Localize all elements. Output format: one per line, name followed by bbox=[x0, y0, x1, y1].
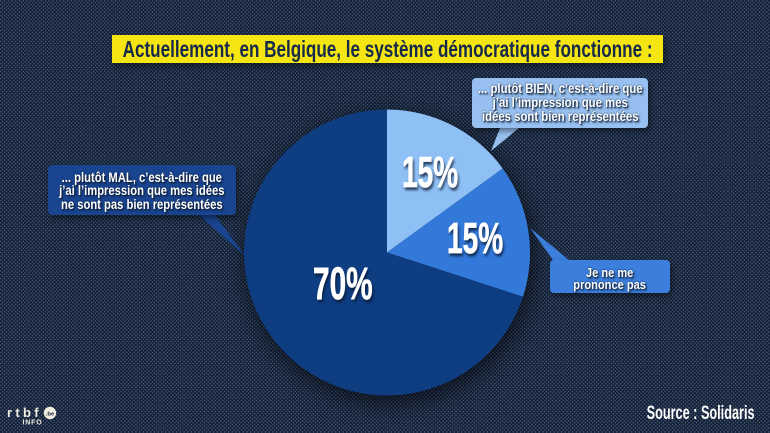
svg-text:.be: .be bbox=[46, 411, 55, 417]
svg-text:INFO: INFO bbox=[23, 420, 43, 427]
svg-text:rtbf: rtbf bbox=[7, 405, 42, 420]
